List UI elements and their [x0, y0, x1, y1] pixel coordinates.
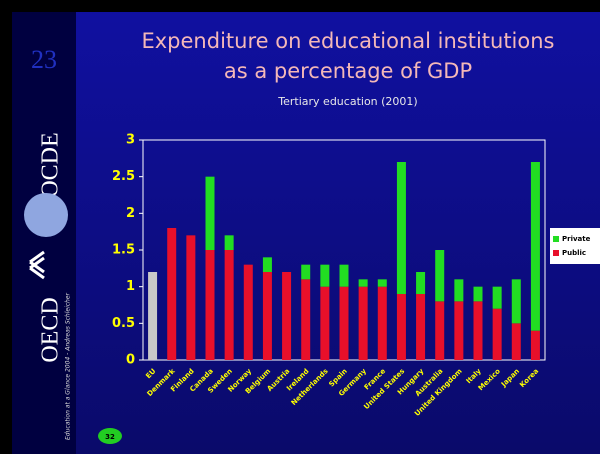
bar-segment: [224, 235, 234, 250]
bar-segment: [301, 279, 311, 360]
bar-segment: [511, 279, 521, 324]
legend-label: Private: [562, 235, 591, 243]
y-tick-label: 1.5: [112, 243, 135, 258]
logo-text: OCDE: [38, 132, 64, 197]
bar-segment: [396, 162, 406, 294]
bar-segment: [377, 286, 387, 360]
bar-segment: [358, 286, 368, 360]
bar-segment: [167, 228, 177, 360]
bar-segment: [301, 264, 311, 280]
title-line: Expenditure on educational institutions: [141, 29, 554, 53]
bar-segment: [492, 286, 502, 309]
y-tick-label: 0: [126, 353, 135, 368]
bar-segment: [530, 330, 540, 360]
bar-segment: [262, 257, 272, 272]
bar-segment: [262, 272, 272, 360]
bar-segment: [320, 286, 330, 360]
page-badge: [98, 428, 122, 444]
bar-segment: [358, 279, 368, 287]
bar-segment: [339, 286, 349, 360]
legend-swatch: [553, 236, 559, 242]
bar-segment: [530, 162, 540, 331]
bar-segment: [492, 308, 502, 360]
bar-segment: [339, 264, 349, 287]
bar-segment: [511, 323, 521, 360]
bar-segment: [416, 272, 426, 294]
legend-swatch: [553, 250, 559, 256]
logo-text: OECD: [38, 297, 64, 362]
bar-segment: [454, 301, 464, 360]
y-tick-label: 2.5: [112, 169, 135, 184]
y-tick-label: 1: [126, 279, 135, 294]
logo-circle: [24, 193, 68, 237]
y-tick-label: 2: [126, 206, 135, 221]
bar-segment: [205, 176, 215, 250]
bar-segment: [416, 294, 426, 360]
logo-mark: [29, 250, 45, 280]
bar-segment: [282, 272, 292, 360]
legend-box: [550, 228, 600, 264]
page-badge-text: 32: [105, 433, 115, 441]
bar-segment: [186, 235, 196, 360]
chart-title: Expenditure on educational institutions a…: [141, 29, 554, 83]
bar-segment: [205, 250, 215, 360]
bar-segment: [435, 301, 445, 360]
bar-segment: [377, 279, 387, 287]
y-tick-label: 3: [126, 133, 135, 148]
bar-segment: [320, 264, 330, 287]
bar-segment: [224, 250, 234, 360]
bar-segment: [473, 301, 483, 360]
slide-number: 23: [31, 45, 57, 74]
y-tick-label: 0.5: [112, 316, 135, 331]
slide-bg: [12, 12, 600, 454]
title-line: as a percentage of GDP: [224, 59, 472, 83]
bar-segment: [148, 272, 158, 360]
bar-segment: [473, 286, 483, 302]
bar-segment: [396, 294, 406, 360]
chart-subtitle: Tertiary education (2001): [277, 95, 417, 108]
bar-segment: [243, 264, 253, 360]
legend-label: Public: [562, 249, 586, 257]
footer-note: Education at a Glance 2004 - Andreas Sch…: [65, 292, 72, 440]
bar-segment: [435, 250, 445, 302]
bar-segment: [454, 279, 464, 302]
